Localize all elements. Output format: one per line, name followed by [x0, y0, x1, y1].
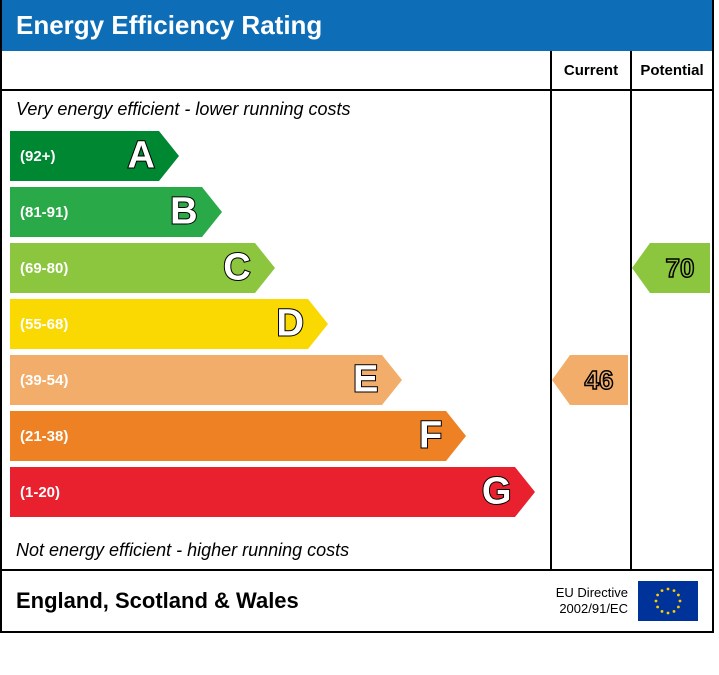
band-row-f: (21-38) F [10, 411, 446, 461]
band-row-d: (55-68) D [10, 299, 308, 349]
current-pointer: 46 [570, 355, 628, 405]
desc-top: Very energy efficient - lower running co… [2, 91, 365, 128]
band-range-label: (1-20) [10, 484, 60, 501]
band-range-label: (55-68) [10, 316, 68, 333]
directive-line1: EU Directive [556, 585, 628, 600]
title-bar: Energy Efficiency Rating [2, 0, 712, 51]
current-value: 46 [585, 365, 614, 396]
current-column: Current 46 [552, 51, 632, 569]
band-range-label: (39-54) [10, 372, 68, 389]
band-row-c: (69-80) C [10, 243, 255, 293]
potential-header: Potential [632, 51, 712, 91]
band-bar: (39-54) E [10, 355, 382, 405]
band-row-a: (92+) A [10, 131, 159, 181]
band-letter: D [276, 303, 303, 346]
footer: England, Scotland & Wales EU Directive 2… [2, 571, 712, 631]
band-letter: E [353, 359, 378, 402]
bands-wrapper: (92+) A (81-91) B (69-80) C (55-68) D (39-54) E (2… [10, 131, 542, 529]
band-bar: (1-20) G [10, 467, 515, 517]
band-range-label: (81-91) [10, 204, 68, 221]
footer-right: EU Directive 2002/91/EC [556, 581, 698, 621]
band-range-label: (69-80) [10, 260, 68, 277]
band-row-b: (81-91) B [10, 187, 202, 237]
bands-header-spacer [2, 51, 550, 91]
band-bar: (21-38) F [10, 411, 446, 461]
potential-pointer: 70 [650, 243, 710, 293]
band-bar: (92+) A [10, 131, 159, 181]
band-row-g: (1-20) G [10, 467, 515, 517]
band-letter: A [128, 135, 155, 178]
band-row-e: (39-54) E [10, 355, 382, 405]
band-letter: B [170, 191, 197, 234]
bands-column: Very energy efficient - lower running co… [2, 51, 552, 569]
current-header: Current [552, 51, 630, 91]
chart-area: Very energy efficient - lower running co… [2, 51, 712, 571]
band-range-label: (92+) [10, 148, 55, 165]
eu-flag-icon [638, 581, 698, 621]
epc-chart: Energy Efficiency Rating Very energy eff… [0, 0, 714, 633]
chart-title: Energy Efficiency Rating [16, 10, 322, 40]
band-letter: G [482, 471, 512, 514]
band-range-label: (21-38) [10, 428, 68, 445]
potential-value: 70 [666, 253, 695, 284]
footer-region: England, Scotland & Wales [16, 588, 299, 614]
band-bar: (81-91) B [10, 187, 202, 237]
directive-line2: 2002/91/EC [559, 601, 628, 616]
desc-bot: Not energy efficient - higher running co… [2, 532, 363, 569]
band-bar: (55-68) D [10, 299, 308, 349]
potential-column: Potential 70 [632, 51, 712, 569]
band-letter: C [223, 247, 250, 290]
directive-text: EU Directive 2002/91/EC [556, 585, 628, 616]
band-bar: (69-80) C [10, 243, 255, 293]
band-letter: F [419, 415, 442, 458]
